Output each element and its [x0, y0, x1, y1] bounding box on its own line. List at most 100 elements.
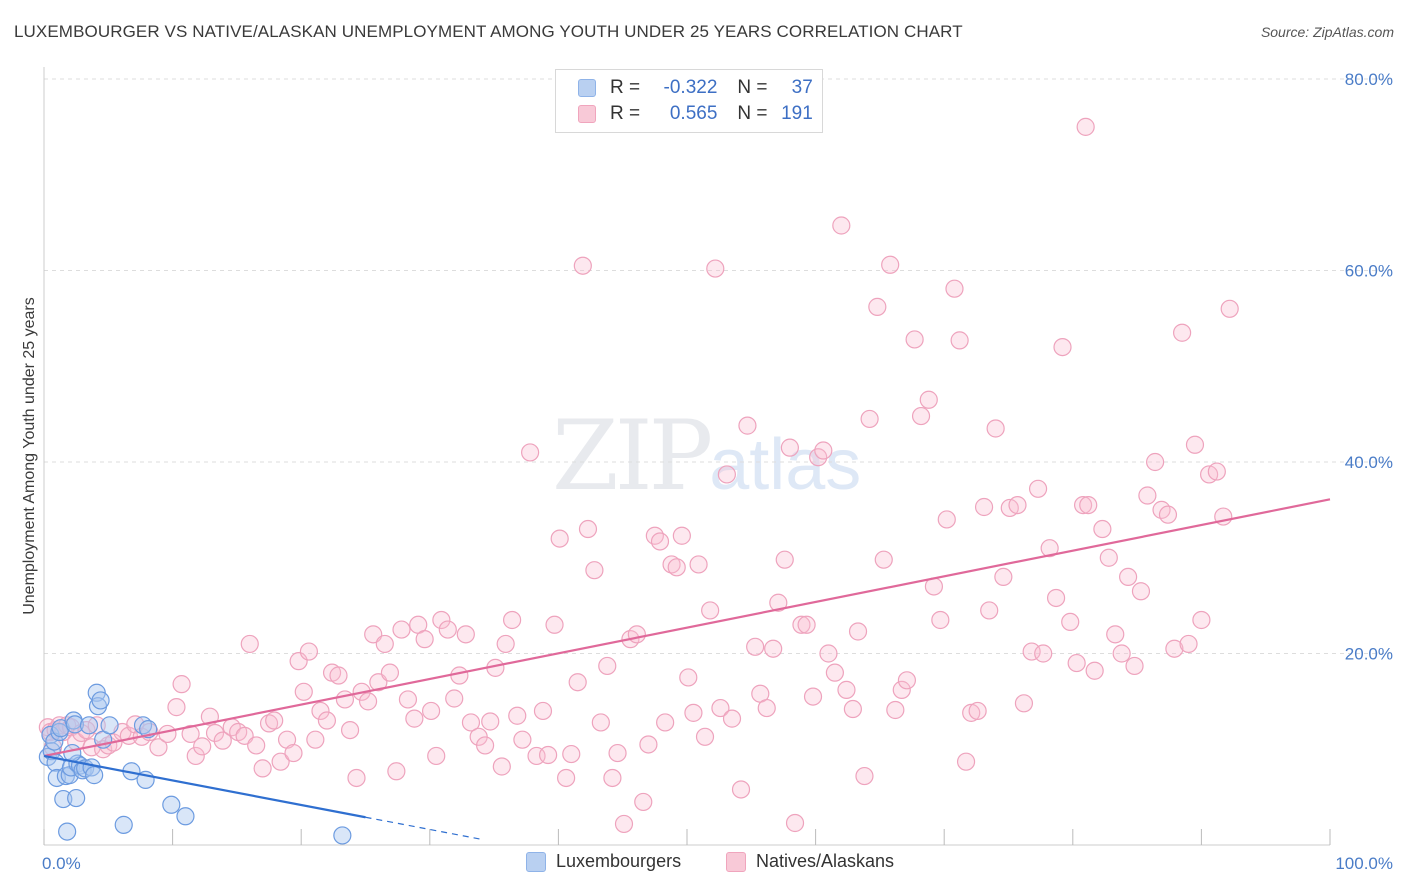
natives-alaskans-point [614, 814, 634, 834]
natives-alaskans-legend-swatch [726, 851, 746, 872]
natives-alaskans-point [843, 699, 862, 719]
natives-alaskans-point [874, 550, 893, 569]
natives-alaskans-point [738, 416, 757, 435]
natives-alaskans-point [306, 730, 325, 749]
natives-alaskans-point [1220, 299, 1239, 318]
legend-item-luxembourgers[interactable]: Luxembourgers [526, 851, 681, 872]
natives-alaskans-point [980, 601, 999, 620]
natives-alaskans-point [77, 720, 96, 740]
natives-alaskans-point [432, 610, 451, 630]
natives-alaskans-point [825, 663, 844, 682]
luxembourgers-point [162, 795, 181, 814]
natives-alaskans-point [294, 682, 313, 701]
y-tick-label: 40.0% [1345, 453, 1393, 472]
natives-alaskans-point [1022, 642, 1041, 661]
n-label: N = [737, 77, 768, 98]
luxembourgers-point [100, 716, 119, 735]
x-tick-label-max: 100.0% [1335, 854, 1393, 873]
natives-alaskans-point [513, 730, 532, 749]
natives-alaskans-point [837, 680, 856, 699]
natives-alaskans-point [311, 701, 330, 721]
natives-alaskans-point [503, 610, 522, 630]
natives-alaskans-point [167, 698, 186, 717]
natives-alaskans-point [172, 675, 191, 694]
natives-alaskans-point [897, 671, 917, 690]
natives-alaskans-point [1073, 495, 1093, 515]
natives-alaskans-trend-line [43, 498, 1331, 758]
natives-alaskans-point [848, 622, 868, 641]
natives-alaskans-point [1099, 548, 1118, 567]
r-label: R = [610, 103, 641, 124]
natives-alaskans-point [533, 701, 553, 721]
natives-alaskans-point [585, 561, 604, 580]
natives-alaskans-point [1014, 694, 1034, 713]
natives-alaskans-point [550, 529, 569, 548]
natives-alaskans-point [335, 690, 355, 709]
natives-alaskans-point [950, 331, 969, 350]
natives-alaskans-point [814, 441, 833, 460]
natives-alaskans-point [1085, 661, 1104, 680]
natives-alaskans-point [539, 745, 558, 765]
natives-alaskans-point [247, 736, 266, 755]
natives-alaskans-point [746, 637, 765, 656]
natives-alaskans-point [375, 634, 394, 654]
natives-alaskans-point [911, 406, 931, 426]
natives-alaskans-point [689, 555, 708, 574]
luxembourgers-point [67, 788, 86, 808]
luxembourgers-trend-line [43, 754, 366, 819]
natives-alaskans-point [481, 712, 500, 731]
natives-alaskans-point [706, 259, 725, 278]
n-value: 191 [781, 103, 813, 124]
natives-alaskans-point [962, 703, 981, 722]
natives-alaskans-point [645, 526, 664, 545]
axes [43, 67, 1331, 846]
natives-alaskans-point [886, 700, 905, 720]
natives-alaskans-point [1034, 644, 1053, 663]
luxembourgers-point [54, 789, 73, 809]
chart-title: LUXEMBOURGER VS NATIVE/ALASKAN UNEMPLOYM… [14, 22, 963, 41]
natives-alaskans-point [701, 601, 720, 620]
source-label: Source: ZipAtlas.com [1260, 24, 1394, 40]
y-tick-label: 80.0% [1345, 70, 1393, 89]
natives-alaskans-point [329, 666, 348, 685]
natives-alaskans-point [722, 709, 742, 728]
natives-alaskans-point [591, 713, 610, 732]
r-value: -0.322 [663, 77, 718, 98]
luxembourgers-point [65, 715, 84, 734]
legend-item-natives-alaskans[interactable]: Natives/Alaskans [726, 851, 894, 872]
natives-alaskans-point [461, 713, 481, 732]
legend-label: Luxembourgers [556, 851, 682, 871]
correlation-stats-box: R = -0.322 N = 37 R = 0.565 N = 191 [555, 69, 823, 133]
natives-alaskans-point [769, 593, 788, 612]
luxembourgers-point [79, 716, 99, 735]
natives-alaskans-point [639, 735, 658, 754]
luxembourgers-trend-extension [365, 816, 482, 840]
watermark: ZIPatlas [552, 400, 861, 512]
natives-alaskans-point [405, 709, 424, 728]
luxembourgers-points [38, 683, 352, 845]
natives-alaskans-point [347, 768, 366, 788]
natives-alaskans-point [1079, 495, 1098, 515]
natives-alaskans-point [475, 736, 495, 755]
n-value: 37 [791, 77, 813, 98]
natives-alaskans-points [38, 117, 1239, 834]
natives-alaskans-point [731, 780, 751, 799]
luxembourgers-point [85, 766, 104, 785]
watermark-atlas: atlas [709, 425, 862, 505]
natives-alaskans-point [259, 714, 279, 733]
natives-alaskans-point [380, 663, 400, 682]
gridlines [44, 78, 1393, 654]
natives-alaskans-point [253, 759, 272, 778]
natives-alaskans-point [1076, 117, 1095, 136]
natives-alaskans-point [780, 438, 799, 457]
natives-alaskans-point [340, 720, 360, 740]
natives-alaskans-point [1106, 625, 1125, 644]
n-label: N = [737, 103, 768, 124]
natives-alaskans-point [994, 567, 1013, 587]
natives-alaskans-point [1173, 323, 1192, 342]
natives-alaskans-point [438, 620, 457, 639]
natives-alaskans-point [508, 706, 527, 725]
natives-alaskans-point [1118, 567, 1138, 587]
natives-alaskans-point [240, 634, 259, 654]
tick-labels: 20.0% 40.0% 60.0% 80.0% 0.0% 100.0% [42, 70, 1393, 873]
